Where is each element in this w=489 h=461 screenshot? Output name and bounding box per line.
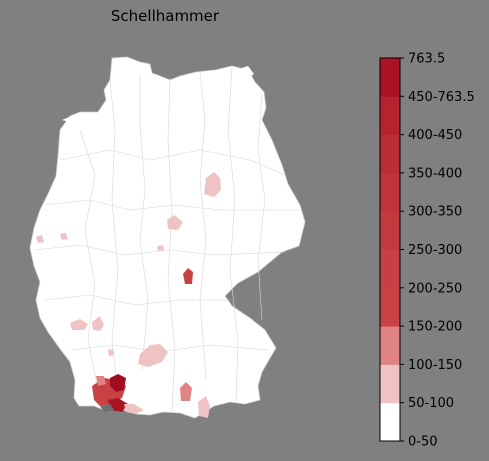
island-baltic (236, 66, 254, 80)
district-central-north (167, 215, 183, 230)
colorbar-segment (380, 211, 400, 250)
colorbar-segment (380, 249, 400, 289)
colorbar-segment (380, 402, 400, 442)
colorbar-tick-label: 250-300 (408, 243, 462, 258)
colorbar-tick-label: 350-400 (408, 166, 462, 181)
district-central (157, 245, 164, 251)
district-south-small (108, 349, 114, 356)
colorbar-tick-label: 150-200 (408, 320, 462, 335)
colorbar-segment (380, 58, 400, 97)
colorbar-segment (380, 134, 400, 174)
district-east-central (183, 268, 193, 284)
colorbar-tick-label: 100-150 (408, 358, 462, 373)
district-south-west-2 (92, 316, 104, 331)
lake-constance (100, 404, 114, 412)
district-north-east (204, 172, 221, 197)
district-south-central (138, 344, 168, 367)
colorbar-segment (380, 172, 400, 212)
district-southwest-pink (124, 404, 144, 414)
district-west-2 (60, 233, 68, 240)
district-bavaria-2 (198, 396, 210, 418)
colorbar-tick-label: 400-450 (408, 128, 462, 143)
colorbar-tick-label: 763.5 (408, 52, 445, 67)
district-southwest-mid (96, 376, 106, 386)
colorbar-segment (380, 96, 400, 136)
colorbar-tick-label: 50-100 (408, 396, 454, 411)
colorbar-tick-label: 0-50 (408, 435, 438, 450)
colorbar-tick-label: 450-763.5 (408, 90, 475, 105)
colorbar-segment (380, 287, 400, 327)
district-bavaria-1 (180, 382, 192, 401)
district-southwest-dark (110, 374, 126, 392)
colorbar-tick-label: 300-350 (408, 205, 462, 220)
colorbar-segment (380, 364, 400, 404)
colorbar-segment (380, 326, 400, 365)
map-title: Schellhammer (110, 7, 220, 25)
district-west-1 (36, 235, 44, 243)
colorbar-tick-label: 200-250 (408, 281, 462, 296)
district-south-west-1 (70, 319, 88, 330)
island-north-sea (62, 116, 84, 123)
